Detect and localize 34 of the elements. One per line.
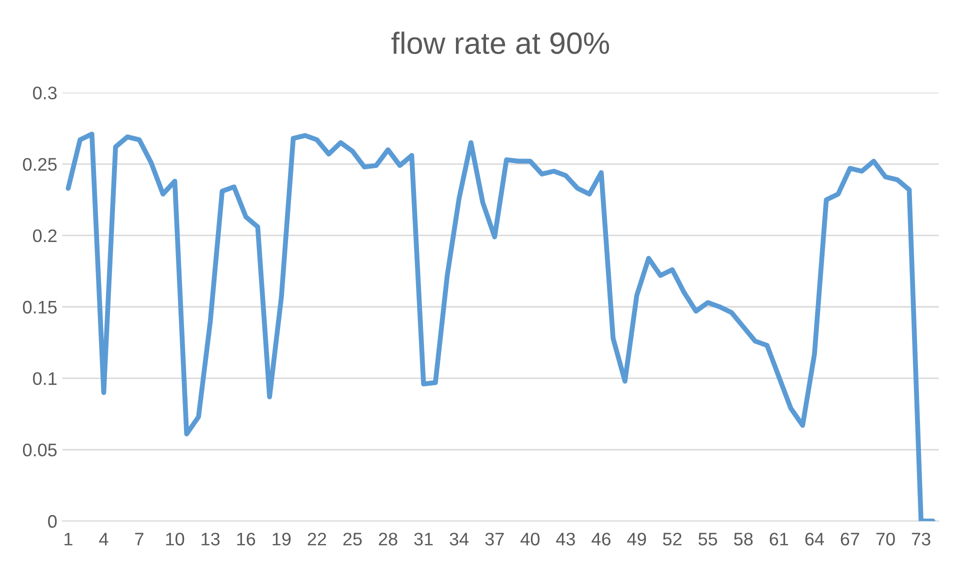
y-tick-label: 0.2 xyxy=(33,229,57,242)
x-tick-label: 19 xyxy=(272,532,291,546)
x-tick-label: 43 xyxy=(556,532,575,546)
y-tick-label: 0.1 xyxy=(33,372,57,385)
x-tick-label: 40 xyxy=(520,532,540,546)
x-tick-label: 10 xyxy=(166,532,184,546)
chart-title: flow rate at 90% xyxy=(391,32,610,54)
x-tick-label: 61 xyxy=(770,532,788,546)
x-tick-label: 55 xyxy=(698,532,718,546)
y-tick-label: 0.15 xyxy=(22,300,57,314)
x-tick-label: 4 xyxy=(99,532,108,546)
x-tick-label: 70 xyxy=(876,532,895,546)
x-tick-label: 34 xyxy=(450,532,469,546)
x-tick-label: 1 xyxy=(64,532,72,546)
x-tick-label: 58 xyxy=(734,532,753,546)
x-tick-label: 46 xyxy=(592,532,610,546)
x-tick-label: 52 xyxy=(662,532,682,546)
x-tick-label: 13 xyxy=(202,532,220,546)
y-tick-label: 0.05 xyxy=(22,444,57,456)
line-series xyxy=(66,132,936,522)
x-tick-label: 25 xyxy=(343,532,362,546)
x-tick-label: 37 xyxy=(485,532,504,546)
x-tick-label: 16 xyxy=(237,532,256,546)
y-tick-label: 0 xyxy=(48,515,57,528)
x-tick-label: 22 xyxy=(308,532,326,546)
x-tick-label: 67 xyxy=(840,532,860,546)
x-tick-label: 64 xyxy=(805,532,824,546)
x-tick-label: 7 xyxy=(135,532,144,546)
x-tick-label: 73 xyxy=(912,532,930,546)
x-tick-label: 49 xyxy=(627,532,646,546)
y-tick-label: 0.3 xyxy=(33,86,57,100)
y-tick-label: 0.25 xyxy=(22,158,57,171)
x-tick-label: 31 xyxy=(414,532,433,546)
x-tick-label: 28 xyxy=(378,532,398,546)
